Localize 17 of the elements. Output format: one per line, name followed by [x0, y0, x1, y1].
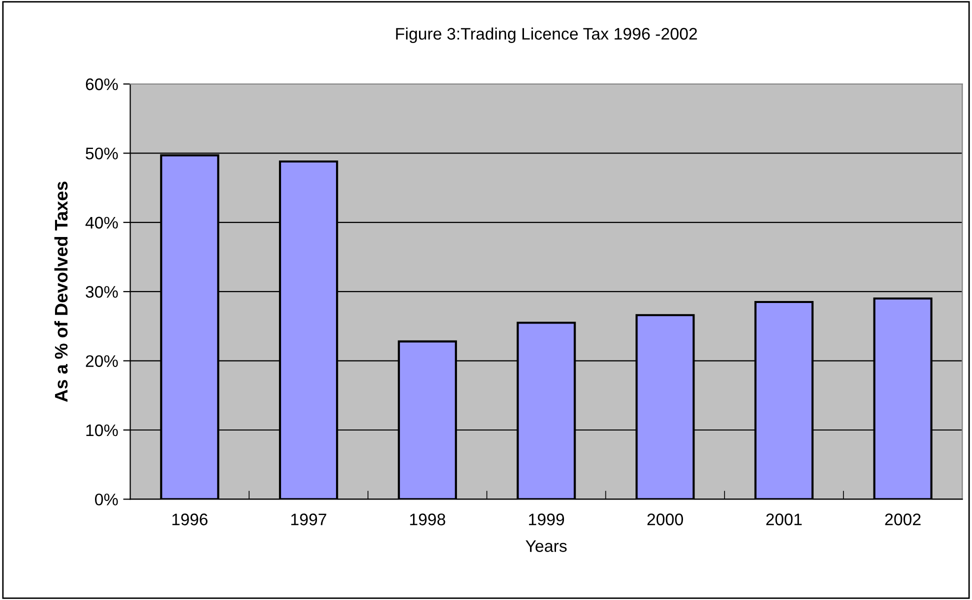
- chart-title: Figure 3:Trading Licence Tax 1996 -2002: [396, 27, 697, 44]
- y-tick-label: 60%: [86, 78, 118, 90]
- y-tick-label: 50%: [86, 148, 118, 160]
- x-tick-label: 1997: [291, 514, 326, 526]
- x-axis-title: Years: [526, 540, 567, 552]
- x-tick-label: 1998: [410, 514, 446, 526]
- y-tick-label: 20%: [86, 355, 118, 368]
- x-tick-label: 2001: [766, 514, 802, 526]
- y-tick-label: 10%: [86, 424, 118, 436]
- x-tick-label: 2000: [647, 514, 684, 526]
- x-tick-label: 1999: [529, 514, 564, 526]
- y-tick-label: 40%: [85, 216, 118, 229]
- y-axis-title: As a % of Devolved Taxes: [54, 182, 68, 402]
- y-tick-label: 30%: [86, 286, 118, 298]
- x-tick-label: 2002: [885, 514, 921, 526]
- x-tick-label: 1996: [172, 514, 208, 526]
- y-tick-label: 0%: [95, 494, 118, 506]
